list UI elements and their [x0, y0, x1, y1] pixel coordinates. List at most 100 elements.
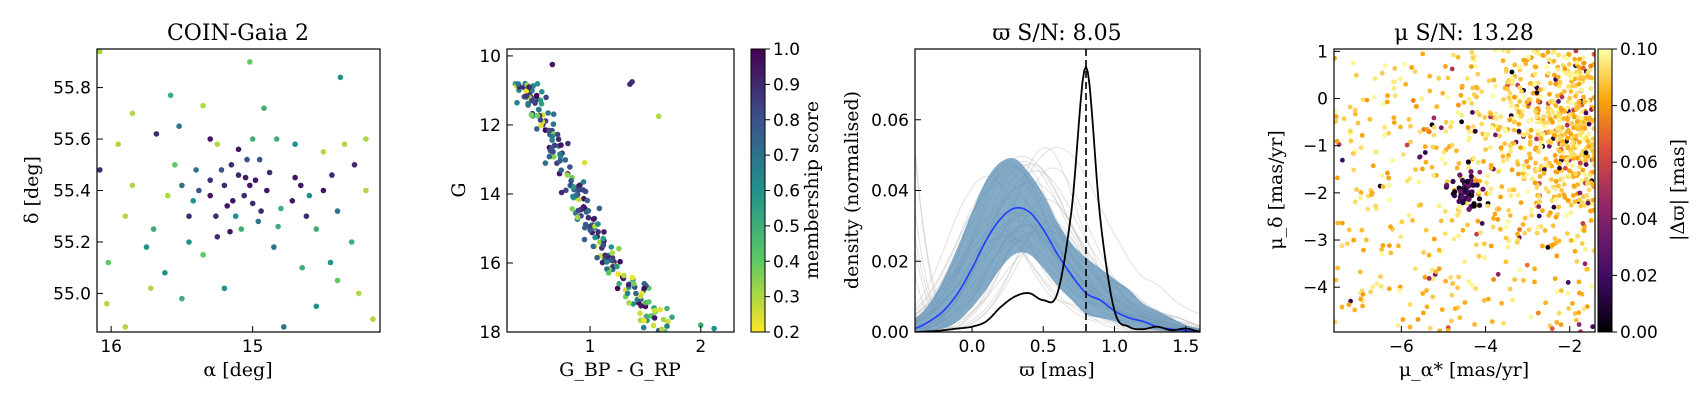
pm-point [1591, 126, 1595, 131]
pm-point [1582, 99, 1588, 104]
pm-point [1527, 134, 1533, 140]
cmd-point [534, 112, 541, 119]
pm-point [1587, 32, 1592, 37]
pm-point [1585, 266, 1590, 272]
pm-point [1481, 159, 1486, 164]
pm-cluster-point [1474, 182, 1480, 188]
pm-point [1459, 83, 1465, 89]
pm-point [1370, 284, 1376, 290]
cmd-point [600, 235, 606, 242]
pm-point [1430, 294, 1436, 300]
sky-point [162, 270, 168, 276]
pm-point [1583, 158, 1589, 164]
pm-point [1552, 13, 1557, 18]
sky-point [303, 213, 310, 219]
pm-point [1590, 324, 1595, 330]
sky-point [334, 208, 341, 214]
pm-point [1554, 169, 1560, 175]
pm-point [1509, 167, 1515, 173]
pm-point [1587, 74, 1593, 80]
pm-point [1488, 111, 1494, 117]
pm-point [1591, 207, 1595, 213]
pm-point [1476, 253, 1482, 259]
pm-point [1577, 164, 1582, 170]
cmd-point [664, 305, 670, 312]
sky-point [266, 169, 273, 176]
pm-point [1427, 88, 1433, 94]
pm-point [1443, 128, 1448, 134]
pm-point [1379, 251, 1385, 257]
pm-point [1517, 227, 1522, 232]
cmd-point [600, 242, 607, 249]
panel-4-colorbar-ticks: 0.00 0.02 0.04 0.06 0.08 0.10 [1612, 40, 1658, 343]
pm-point [1543, 162, 1549, 168]
pm-point [1334, 277, 1339, 283]
pm-point [1570, 140, 1575, 146]
pm-point [1412, 266, 1418, 272]
pm-point [1364, 237, 1369, 243]
pm-point [1574, 259, 1580, 264]
pm-point [1587, 172, 1593, 178]
pm-point [1506, 152, 1511, 158]
pm-cluster-point [1465, 183, 1471, 189]
sky-point [129, 182, 136, 189]
colorbar-tick-label: 1.0 [773, 40, 800, 60]
pm-point [1487, 191, 1492, 196]
pm-point [1489, 125, 1495, 130]
pm-point [1445, 94, 1451, 100]
pm-point [1386, 175, 1392, 181]
pm-point [1590, 197, 1595, 203]
pm-point [1525, 189, 1530, 194]
pm-point [1551, 204, 1557, 210]
pm-point [1536, 128, 1541, 134]
pm-point [1477, 169, 1483, 175]
pm-point [1449, 142, 1455, 148]
pm-point [1334, 114, 1339, 120]
sky-point [186, 213, 192, 219]
pm-point [1549, 326, 1555, 332]
pm-point [1388, 224, 1393, 230]
pm-point [1582, 261, 1588, 267]
pm-point [1580, 42, 1585, 47]
pm-point [1430, 144, 1436, 150]
pm-point [1451, 236, 1457, 242]
sky-point [129, 110, 136, 117]
cmd-point [528, 112, 535, 118]
pm-point [1350, 151, 1356, 156]
pm-point [1573, 317, 1579, 323]
pm-point [1561, 182, 1567, 187]
pm-point [1545, 245, 1551, 250]
sky-point [221, 182, 228, 189]
pm-point [1555, 67, 1561, 72]
pm-point [1568, 238, 1574, 243]
pm-point [1521, 175, 1526, 180]
pm-point [1550, 223, 1556, 229]
panel-3-ytick-label: 0.00 [871, 323, 909, 343]
cmd-point [637, 310, 643, 317]
pm-point [1503, 128, 1509, 134]
sky-point [249, 200, 256, 207]
panel-2-ytick-label: 16 [479, 254, 501, 274]
cmd-point [655, 113, 662, 120]
pm-point [1544, 32, 1549, 37]
pm-point [1424, 288, 1429, 293]
cmd-point [514, 99, 520, 106]
pm-point [1462, 300, 1468, 305]
pm-point [1491, 216, 1496, 221]
pm-point [1518, 145, 1523, 151]
pm-point [1538, 144, 1544, 150]
pm-point [1436, 266, 1442, 272]
pm-point [1577, 197, 1582, 203]
pm-point [1339, 304, 1345, 310]
pm-point [1528, 207, 1534, 213]
pm-point [1352, 307, 1358, 313]
pm-point [1586, 144, 1591, 149]
panel-3-ticks: 0.0 0.5 1.0 1.5 0.00 0.02 0.04 0.06 [871, 111, 1199, 357]
pm-point [1526, 151, 1532, 157]
pm-point [1541, 114, 1547, 119]
pm-point [1511, 127, 1517, 133]
pm-point [1541, 123, 1547, 129]
sky-point [190, 198, 196, 204]
pm-point [1506, 187, 1512, 193]
pm-point [1554, 319, 1560, 325]
